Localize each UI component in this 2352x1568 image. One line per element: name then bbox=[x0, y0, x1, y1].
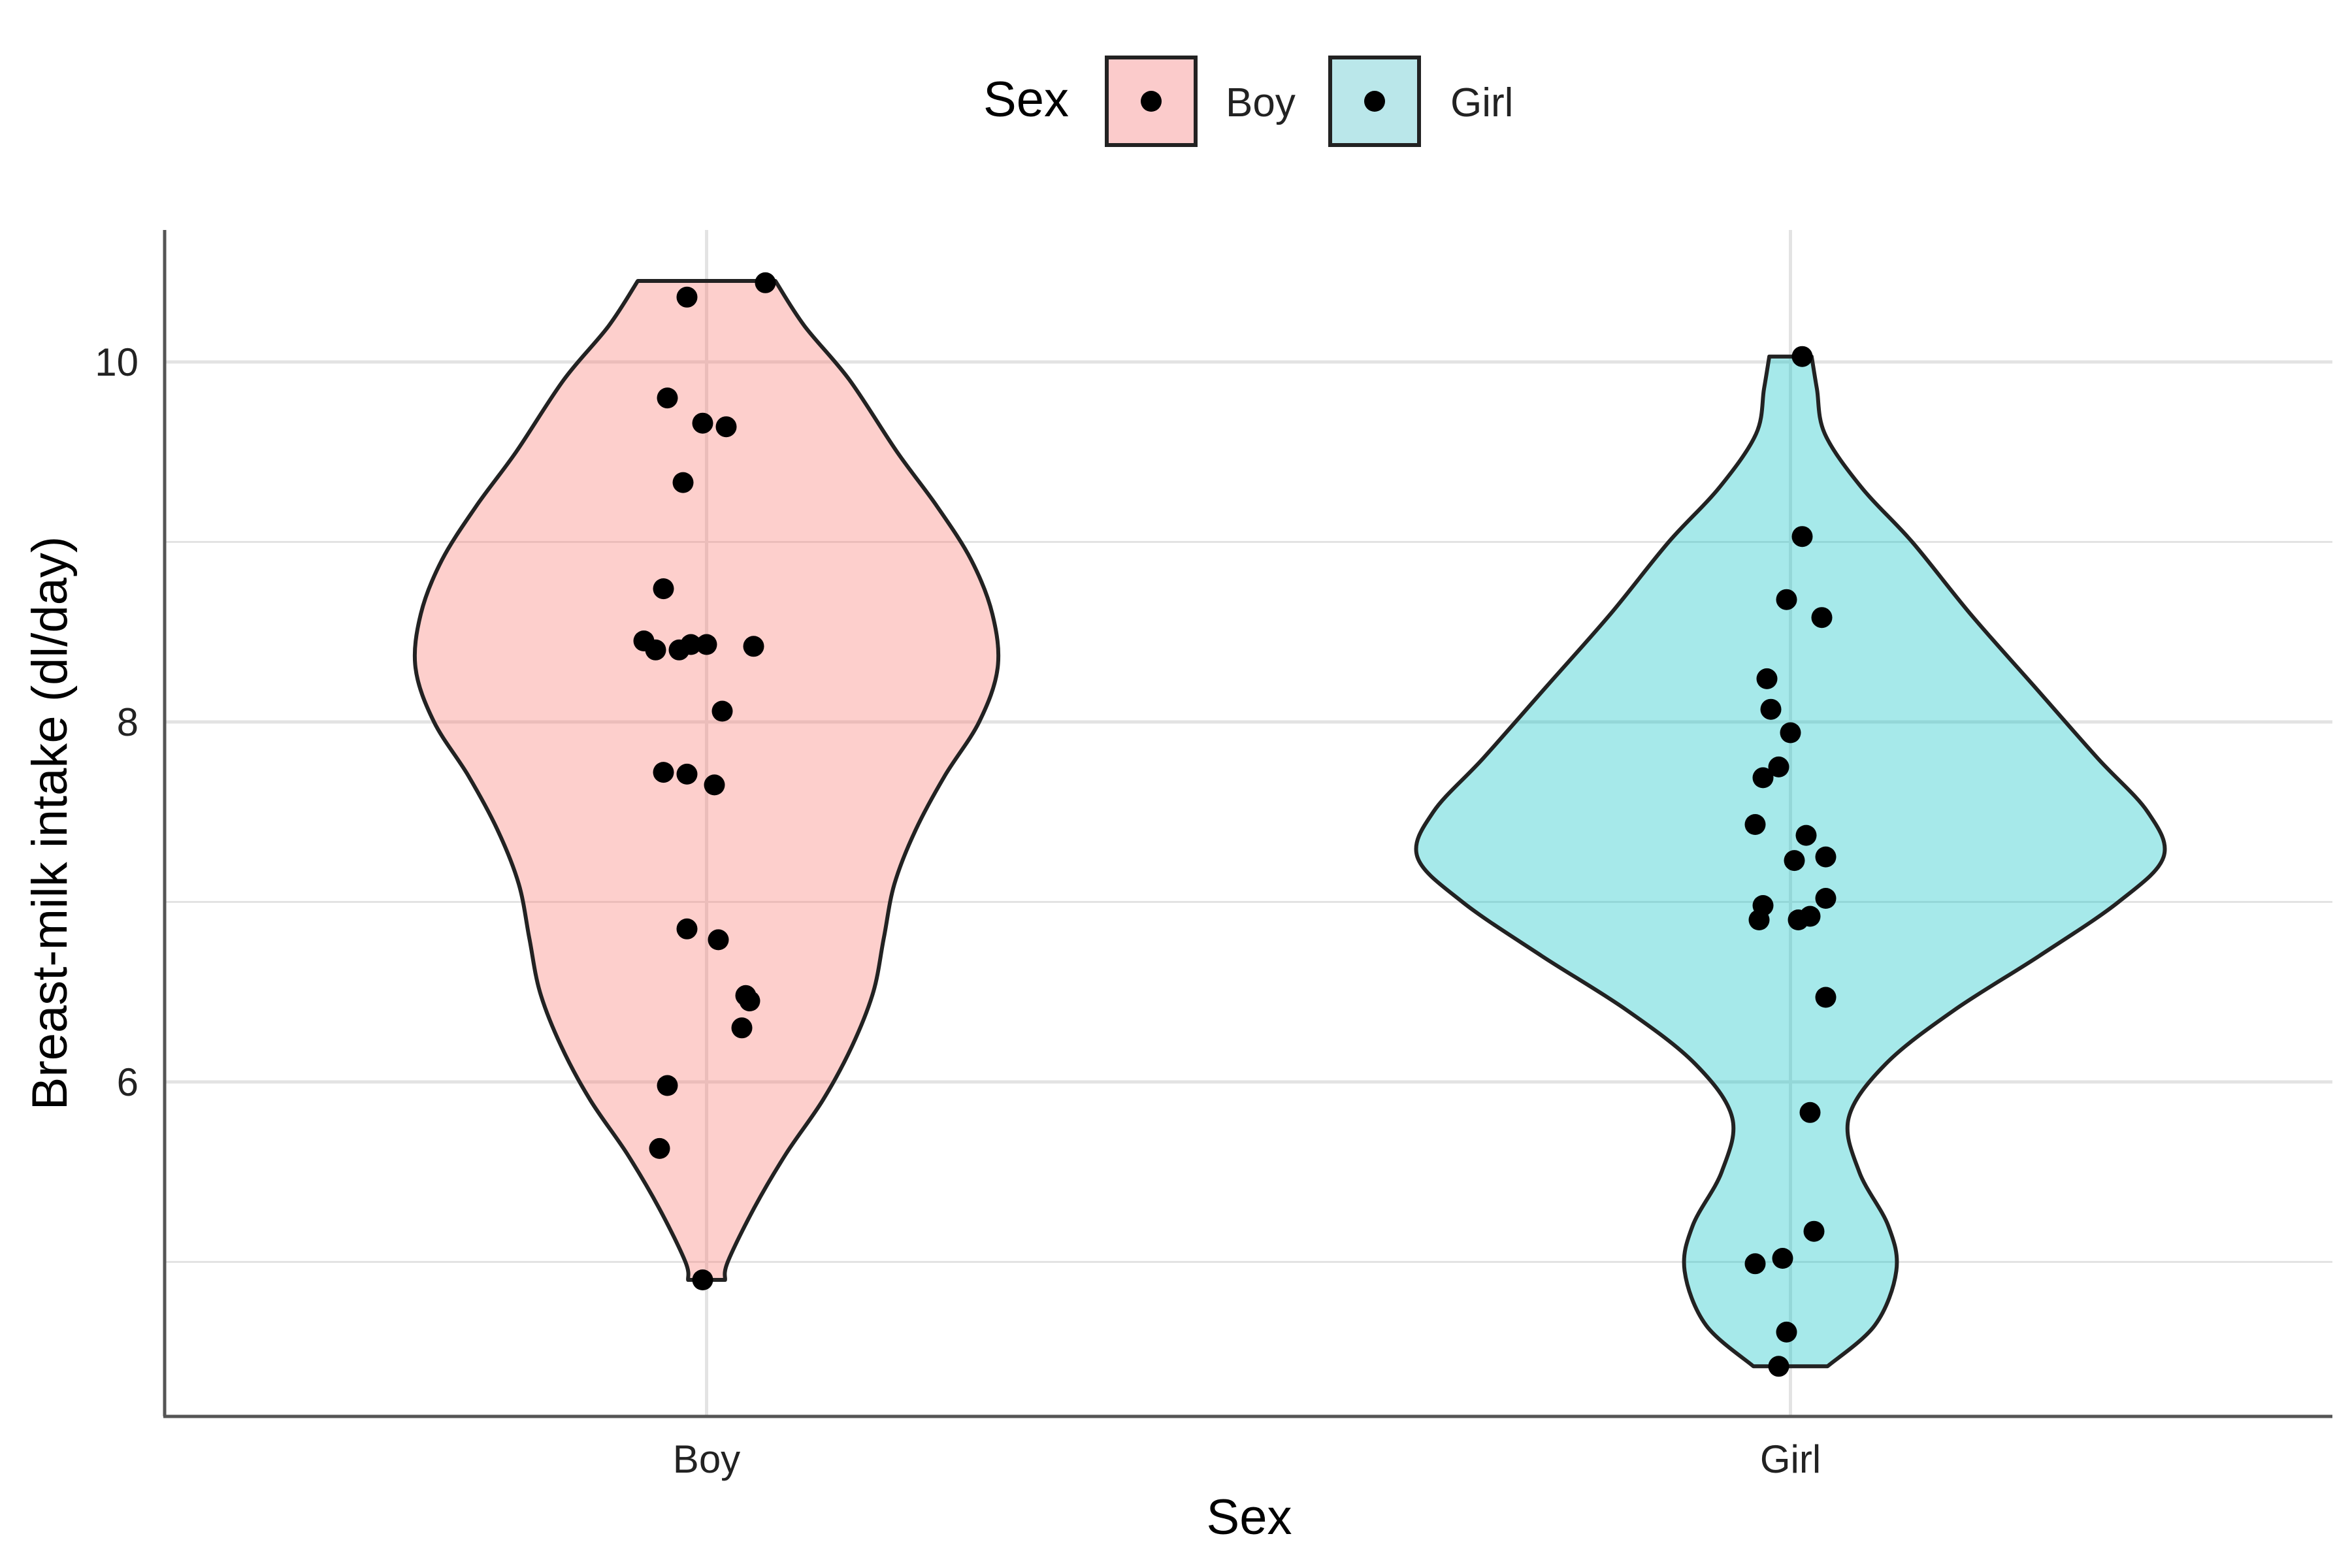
y-axis-title: Breast-milk intake (dl/day) bbox=[22, 536, 78, 1111]
point-boy bbox=[680, 634, 702, 655]
point-girl bbox=[1768, 1356, 1789, 1377]
x-tick-labels: Boy Girl bbox=[673, 1437, 1821, 1481]
x-tick-label: Girl bbox=[1760, 1437, 1821, 1481]
point-boy bbox=[743, 636, 764, 657]
point-boy bbox=[676, 918, 698, 939]
point-girl bbox=[1799, 1102, 1821, 1123]
point-boy bbox=[711, 700, 733, 722]
point-boy bbox=[672, 472, 694, 493]
point-girl bbox=[1760, 698, 1782, 720]
point-boy bbox=[653, 762, 674, 783]
point-boy bbox=[692, 412, 713, 434]
point-boy bbox=[715, 416, 737, 438]
point-girl bbox=[1803, 1220, 1825, 1242]
point-girl bbox=[1744, 814, 1766, 835]
axes bbox=[163, 230, 2332, 1418]
point-boy bbox=[657, 1075, 678, 1096]
point-girl bbox=[1784, 850, 1805, 872]
legend-label-girl: Girl bbox=[1450, 80, 1513, 125]
y-tick-label: 8 bbox=[117, 700, 139, 744]
point-girl bbox=[1776, 589, 1797, 610]
point-boy bbox=[645, 639, 666, 661]
y-tick-label: 6 bbox=[117, 1060, 139, 1104]
legend-title: Sex bbox=[983, 72, 1069, 127]
point-girl bbox=[1752, 767, 1774, 789]
grid bbox=[165, 230, 2332, 1416]
legend-key-girl-dot bbox=[1364, 91, 1385, 112]
point-boy bbox=[692, 1269, 713, 1290]
point-boy bbox=[704, 774, 725, 796]
point-girl bbox=[1815, 888, 1837, 909]
point-girl bbox=[1791, 346, 1813, 367]
point-girl bbox=[1815, 987, 1837, 1008]
y-tick-labels: 6 8 10 bbox=[95, 340, 139, 1104]
point-boy bbox=[708, 929, 729, 951]
point-boy bbox=[676, 763, 698, 785]
point-boy bbox=[755, 272, 776, 293]
point-girl bbox=[1776, 1321, 1797, 1343]
legend-label-boy: Boy bbox=[1226, 80, 1296, 125]
point-girl bbox=[1795, 825, 1817, 846]
point-girl bbox=[1744, 1253, 1766, 1275]
point-boy bbox=[653, 578, 674, 600]
point-girl bbox=[1756, 668, 1778, 689]
point-boy bbox=[696, 634, 717, 655]
point-girl bbox=[1748, 909, 1770, 930]
point-girl bbox=[1799, 906, 1821, 927]
point-girl bbox=[1811, 607, 1833, 629]
legend: Sex Boy Girl bbox=[983, 56, 1513, 147]
point-girl bbox=[1780, 722, 1801, 743]
point-boy bbox=[739, 990, 760, 1011]
legend-key-boy bbox=[1105, 56, 1198, 147]
point-boy bbox=[649, 1137, 670, 1159]
violins bbox=[412, 279, 2167, 1369]
y-tick-label: 10 bbox=[95, 340, 139, 384]
data-points bbox=[633, 272, 1837, 1377]
x-tick-label: Boy bbox=[673, 1437, 740, 1481]
point-girl bbox=[1815, 846, 1837, 868]
x-axis-title: Sex bbox=[1207, 1490, 1292, 1545]
point-girl bbox=[1791, 526, 1813, 547]
point-girl bbox=[1772, 1248, 1793, 1269]
point-boy bbox=[731, 1017, 753, 1039]
legend-key-boy-dot bbox=[1141, 91, 1162, 112]
point-girl bbox=[1768, 756, 1789, 777]
point-boy bbox=[676, 286, 698, 308]
point-boy bbox=[657, 387, 678, 409]
